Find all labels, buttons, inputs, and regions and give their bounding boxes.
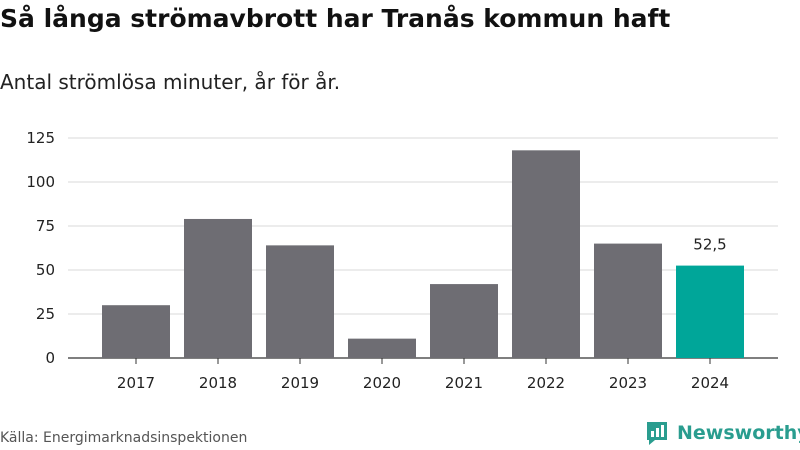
y-tick-label: 75 (36, 217, 55, 235)
bar (266, 245, 334, 358)
x-tick-label: 2018 (199, 374, 237, 392)
x-tick-label: 2024 (691, 374, 729, 392)
x-tick-label: 2022 (527, 374, 565, 392)
y-tick-label: 50 (36, 261, 55, 279)
bar-chart: 0 25 50 75 100 125 2017 2018 2019 2020 2021 2022 202… (26, 129, 778, 392)
x-tick-label: 2021 (445, 374, 483, 392)
newsworthy-logo-icon (647, 422, 667, 445)
source-note: Källa: Energimarknadsinspektionen (0, 430, 248, 446)
y-tick-label: 100 (26, 173, 55, 191)
y-tick-label: 25 (36, 305, 55, 323)
x-tick-label: 2017 (117, 374, 155, 392)
bar (594, 243, 662, 358)
x-tick-label: 2019 (281, 374, 319, 392)
chart-title: Så långa strömavbrott har Tranås kommun … (0, 4, 671, 33)
data-label: 52,5 (693, 236, 726, 254)
y-tick-label: 0 (45, 349, 55, 367)
chart-subtitle: Antal strömlösa minuter, år för år. (0, 70, 341, 94)
brand-logo: Newsworthy (645, 420, 800, 446)
bar (348, 338, 416, 358)
y-tick-label: 125 (26, 129, 55, 147)
x-tick-label: 2020 (363, 374, 401, 392)
bar (430, 284, 498, 358)
bar (102, 305, 170, 358)
bar (512, 150, 580, 358)
brand-name: Newsworthy (677, 422, 800, 444)
bar (184, 218, 252, 358)
x-tick-label: 2023 (609, 374, 647, 392)
bar (676, 265, 744, 358)
